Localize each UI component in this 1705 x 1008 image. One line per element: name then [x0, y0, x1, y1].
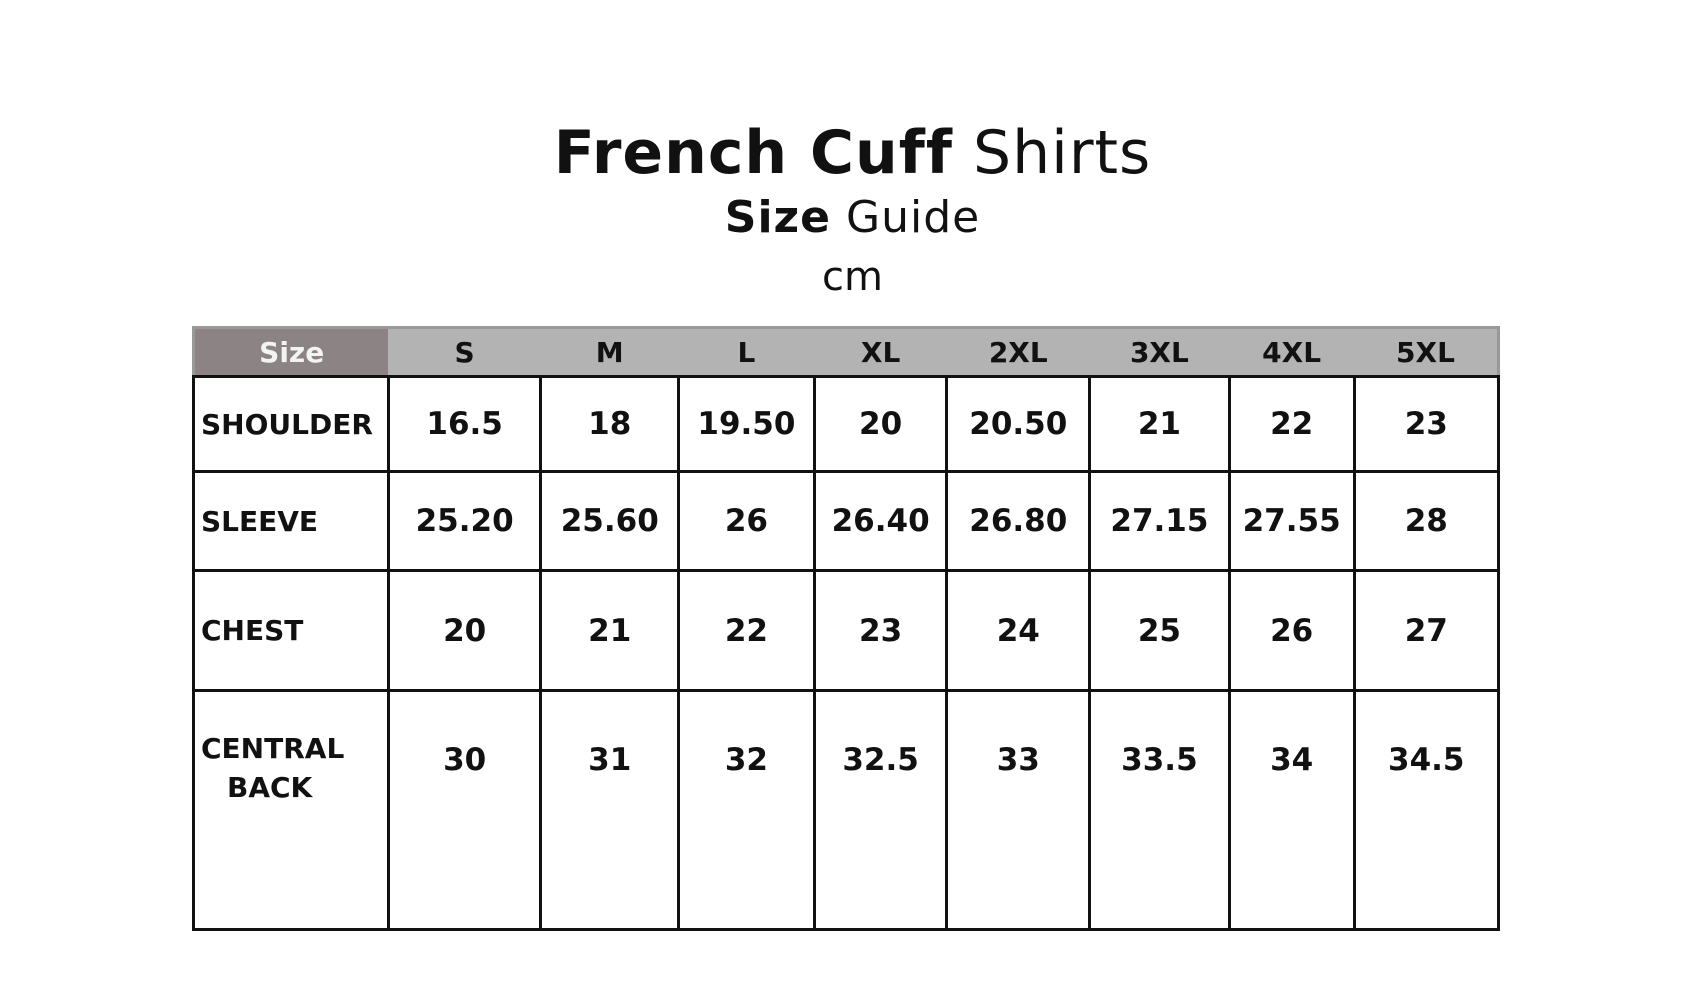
row-label: CENTRAL BACK	[192, 689, 390, 931]
size-table: Size S M L XL 2XL 3XL 4XL 5XL SHOULDER 16…	[192, 326, 1501, 931]
measurement-cell: 25	[1088, 569, 1231, 692]
measurement-cell: 26.40	[812, 470, 949, 572]
size-header: L	[678, 326, 815, 377]
measurement-cell: 32.5	[812, 689, 949, 931]
title-regular: Shirts	[973, 118, 1152, 188]
measurement-cell: 26.80	[945, 470, 1092, 572]
subtitle: Size Guide	[0, 192, 1705, 244]
row-label: CHEST	[192, 569, 390, 692]
measurement-cell: 28	[1352, 470, 1501, 572]
measurement-cell: 24	[945, 569, 1092, 692]
row-label-line: BACK	[227, 771, 313, 804]
measurement-cell: 21	[1088, 375, 1231, 473]
measurement-cell: 33.5	[1088, 689, 1231, 931]
size-header: 4XL	[1229, 326, 1355, 377]
measurement-cell: 20	[386, 569, 543, 692]
size-corner-header: Size	[193, 326, 389, 377]
size-header: 5XL	[1354, 326, 1499, 377]
measurement-cell: 23	[812, 569, 949, 692]
size-header: S	[388, 326, 541, 377]
table-row: CENTRAL BACK 30 31 32 32.5 33 33.5 34 34.5	[192, 689, 1501, 931]
measurement-cell: 21	[539, 569, 681, 692]
measurement-cell: 31	[539, 689, 681, 931]
table-row: SHOULDER 16.5 18 19.50 20 20.50 21 22 23	[192, 375, 1501, 473]
measurement-cell: 18	[539, 375, 681, 473]
row-label-line: CENTRAL	[201, 732, 345, 765]
header-row: Size S M L XL 2XL 3XL 4XL 5XL	[193, 326, 1499, 377]
measurement-cell: 27	[1352, 569, 1501, 692]
measurement-cell: 32	[677, 689, 816, 931]
measurement-cell: 16.5	[386, 375, 543, 473]
subtitle-regular: Guide	[846, 192, 981, 243]
size-header: XL	[814, 326, 947, 377]
measurement-cell: 25.20	[386, 470, 543, 572]
title-bold: French Cuff	[553, 118, 953, 188]
measurement-cell: 27.15	[1088, 470, 1231, 572]
measurement-cell: 26	[677, 470, 816, 572]
measurement-cell: 20	[812, 375, 949, 473]
measurement-cell: 26	[1227, 569, 1356, 692]
measurement-cell: 19.50	[677, 375, 816, 473]
page-title: French Cuff Shirts	[0, 118, 1705, 188]
table-row: CHEST 20 21 22 23 24 25 26 27	[192, 569, 1501, 692]
measurement-cell: 22	[1227, 375, 1356, 473]
measurement-cell: 27.55	[1227, 470, 1356, 572]
measurement-cell: 34	[1227, 689, 1356, 931]
row-label: SLEEVE	[192, 470, 390, 572]
measurement-cell: 25.60	[539, 470, 681, 572]
size-header: 3XL	[1089, 326, 1230, 377]
measurement-cell: 23	[1352, 375, 1501, 473]
measurement-cell: 20.50	[945, 375, 1092, 473]
measurement-cell: 34.5	[1352, 689, 1501, 931]
row-label: SHOULDER	[192, 375, 390, 473]
subtitle-bold: Size	[724, 192, 831, 243]
measurement-cell: 33	[945, 689, 1092, 931]
table-row: SLEEVE 25.20 25.60 26 26.40 26.80 27.15 27.55 28	[192, 470, 1501, 572]
size-header: 2XL	[946, 326, 1090, 377]
size-header: M	[540, 326, 679, 377]
measurement-cell: 30	[386, 689, 543, 931]
unit-label: cm	[822, 254, 883, 300]
measurement-cell: 22	[677, 569, 816, 692]
